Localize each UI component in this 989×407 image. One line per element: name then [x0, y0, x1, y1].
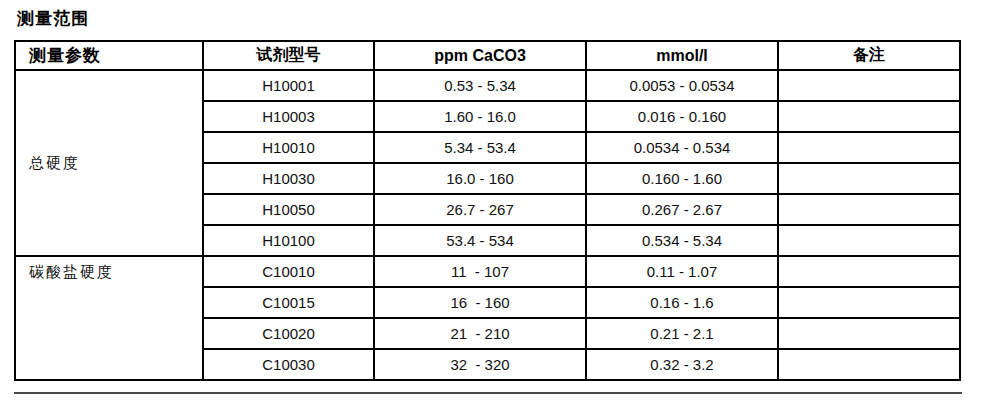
table-body: 总硬度H100010.53 - 5.340.0053 - 0.0534H1000…	[15, 70, 960, 380]
note-cell	[778, 101, 960, 132]
note-cell	[778, 256, 960, 287]
ppm-cell: 16 - 160	[374, 287, 586, 318]
table-header-row: 测量参数 试剂型号 ppm CaCO3 mmol/l 备注	[15, 41, 960, 70]
mmol-cell: 0.11 - 1.07	[586, 256, 778, 287]
note-cell	[778, 163, 960, 194]
ppm-cell: 11 - 107	[374, 256, 586, 287]
model-cell: C10030	[203, 349, 374, 380]
model-cell: H10050	[203, 194, 374, 225]
parameter-cell: 总硬度	[15, 70, 203, 256]
model-cell: H10010	[203, 132, 374, 163]
header-parameter: 测量参数	[15, 41, 203, 70]
measurement-range-table: 测量参数 试剂型号 ppm CaCO3 mmol/l 备注 总硬度H100010…	[14, 40, 961, 381]
ppm-cell: 32 - 320	[374, 349, 586, 380]
mmol-cell: 0.0534 - 0.534	[586, 132, 778, 163]
note-cell	[778, 318, 960, 349]
page-title: 测量范围	[17, 7, 89, 30]
document-page: 测量范围 测量参数 试剂型号 ppm CaCO3 mmol/l 备注 总硬度H1…	[0, 0, 989, 407]
note-cell	[778, 349, 960, 380]
model-cell: H10030	[203, 163, 374, 194]
model-cell: C10015	[203, 287, 374, 318]
mmol-cell: 0.534 - 5.34	[586, 225, 778, 256]
model-cell: H10003	[203, 101, 374, 132]
ppm-cell: 0.53 - 5.34	[374, 70, 586, 101]
ppm-cell: 26.7 - 267	[374, 194, 586, 225]
ppm-cell: 16.0 - 160	[374, 163, 586, 194]
note-cell	[778, 225, 960, 256]
header-mmol-l: mmol/l	[586, 41, 778, 70]
model-cell: H10001	[203, 70, 374, 101]
mmol-cell: 0.267 - 2.67	[586, 194, 778, 225]
note-cell	[778, 132, 960, 163]
table-row: 碳酸盐硬度C1001011 - 1070.11 - 1.07	[15, 256, 960, 287]
note-cell	[778, 70, 960, 101]
model-cell: C10020	[203, 318, 374, 349]
table-row: 总硬度H100010.53 - 5.340.0053 - 0.0534	[15, 70, 960, 101]
model-cell: H10100	[203, 225, 374, 256]
header-reagent-model: 试剂型号	[203, 41, 374, 70]
note-cell	[778, 194, 960, 225]
mmol-cell: 0.016 - 0.160	[586, 101, 778, 132]
note-cell	[778, 287, 960, 318]
header-remarks: 备注	[778, 41, 960, 70]
ppm-cell: 5.34 - 53.4	[374, 132, 586, 163]
ppm-cell: 21 - 210	[374, 318, 586, 349]
model-cell: C10010	[203, 256, 374, 287]
parameter-cell: 碳酸盐硬度	[15, 256, 203, 380]
mmol-cell: 0.160 - 1.60	[586, 163, 778, 194]
ppm-cell: 53.4 - 534	[374, 225, 586, 256]
header-ppm-caco3: ppm CaCO3	[374, 41, 586, 70]
ppm-cell: 1.60 - 16.0	[374, 101, 586, 132]
mmol-cell: 0.16 - 1.6	[586, 287, 778, 318]
mmol-cell: 0.0053 - 0.0534	[586, 70, 778, 101]
mmol-cell: 0.21 - 2.1	[586, 318, 778, 349]
footer-divider	[14, 392, 962, 394]
mmol-cell: 0.32 - 3.2	[586, 349, 778, 380]
